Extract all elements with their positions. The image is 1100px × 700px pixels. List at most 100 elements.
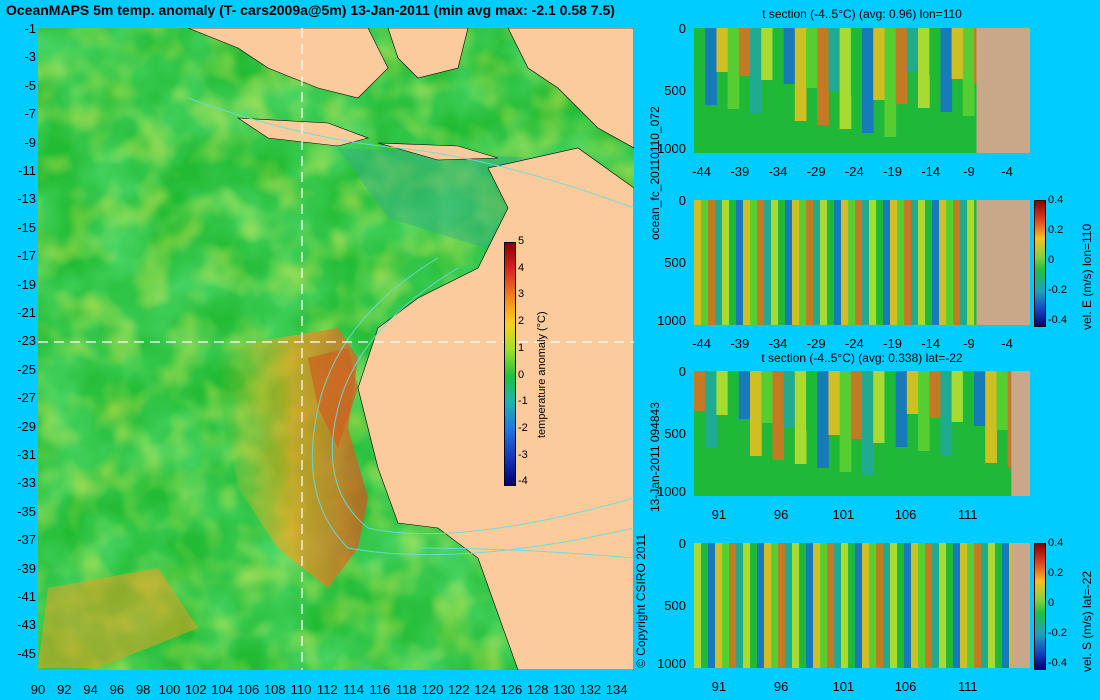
section-1-temperature-lon110[interactable] [694,28,1030,153]
section-4-colorbar-label: vel. S (m/s) lat=-22 [1080,570,1094,672]
section-colorbar-tick: -0.2 [1048,284,1067,296]
temperature-anomaly-map[interactable] [38,28,634,670]
lon-tick-label: 112 [316,682,338,697]
section-field-band [715,543,723,668]
section-field-band [873,28,885,100]
section-depth-tick: 1000 [657,484,686,499]
section-2-field [694,200,1030,325]
section-field-band [813,543,821,668]
section-x-tick: 96 [773,507,789,522]
section-field-band [839,28,852,129]
section-field-band [940,371,953,455]
section-x-tick: 91 [711,507,727,522]
section-colorbar-tick: -0.4 [1048,314,1067,326]
section-field-band [708,200,716,325]
section-x-tick: -9 [963,336,975,351]
section-field-band [946,200,954,325]
section-3-temperature-lat22[interactable] [694,371,1030,496]
section-field-band [792,200,800,325]
lon-tick-label: 110 [290,682,312,697]
section-3-title: t section (-4..5°C) (avg: 0.338) lat=-22 [761,351,963,365]
lat-tick-label: -37 [17,532,36,548]
section-field-band [862,371,874,476]
section-field-band [848,200,856,325]
section-field-band [884,28,897,137]
section-field-band [953,543,961,668]
section-field-band [895,371,908,447]
map-colorbar-tick: 3 [518,288,525,301]
section-field-band [794,28,807,121]
lon-tick-label: 126 [500,682,523,697]
section-field-band [817,371,829,468]
section-field-band [820,200,828,325]
section-1-field [694,28,1030,153]
map-colorbar-tick: 4 [518,261,525,274]
section-field-band [738,28,751,76]
section-x-tick: -34 [768,336,788,351]
map-colorbar-tick: -1 [518,395,528,408]
section-depth-tick: 0 [678,364,686,379]
section-2-colorbar [1034,200,1046,327]
section-4-velocity-south-lat22[interactable] [694,543,1030,668]
section-field-band [883,200,891,325]
section-field-band [772,371,785,460]
section-field-band [895,28,908,104]
section-field-band [694,200,702,325]
section-depth-tick: 1000 [657,313,686,328]
section-2-colorbar-label: vel. E (m/s) lon=110 [1080,223,1094,330]
map-colorbar-tick: 1 [518,341,525,354]
section-field-band [827,200,835,325]
section-x-tick: 101 [832,507,855,522]
section-field-band [932,543,940,668]
section-field-band [750,28,762,113]
section-depth-tick: 0 [678,536,686,551]
section-field-band [855,200,863,325]
section-field-band [750,200,758,325]
section-field-band [890,200,898,325]
lat-tick-label: -13 [17,191,36,207]
section-field-band [729,543,737,668]
section-field-band [967,200,975,325]
section-field-band [761,28,773,80]
lat-tick-label: -41 [17,589,36,604]
section-field-band [988,543,996,668]
lat-tick-label: -21 [17,305,36,320]
section-field-band [996,371,1009,430]
section-field-band [911,543,919,668]
section-field-band [694,28,706,68]
section-field-band [743,543,751,668]
section-x-tick: 106 [894,507,917,522]
section-field-band [890,543,898,668]
section-field-band [932,200,940,325]
section-x-tick: -34 [768,164,788,179]
section-x-tick: -9 [963,164,975,179]
section-field-band [771,200,779,325]
lat-tick-label: -27 [17,390,36,406]
lat-tick-label: -1 [24,21,36,36]
section-field-band [778,200,786,325]
section-field-band [841,543,849,668]
section-depth-tick: 500 [664,255,686,270]
section-field-band [783,28,796,84]
lon-tick-label: 96 [109,682,125,697]
section-field-band [764,543,772,668]
section-field-band [873,371,885,443]
lon-tick-label: 104 [211,682,233,697]
section-field-band [939,543,947,668]
section-field-band [727,28,740,109]
section-field-band [727,371,740,452]
section-field-band [778,543,786,668]
section-field-band [862,200,870,325]
lon-tick-label: 122 [447,682,470,697]
section-field-band [705,371,717,448]
section-colorbar-tick: -0.2 [1048,627,1067,639]
section-x-tick: -4 [1001,164,1013,179]
section-2-velocity-east-lon110[interactable] [694,200,1030,325]
section-x-tick: 96 [773,679,789,694]
section-field-band [995,543,1003,668]
lon-tick-label: 132 [579,682,602,697]
section-field-band [764,200,772,325]
lat-tick-label: -33 [17,475,36,491]
section-x-tick: -24 [844,164,864,179]
section-colorbar-tick: 0 [1048,597,1055,609]
